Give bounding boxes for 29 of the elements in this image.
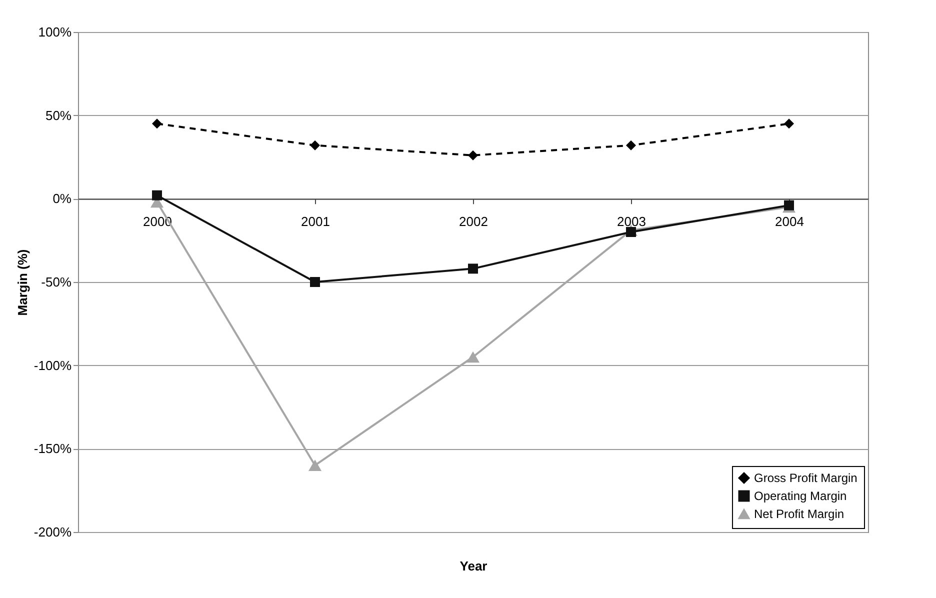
x-tick-label: 2004 — [775, 214, 804, 230]
y-tick-label: -100% — [34, 358, 72, 373]
point — [626, 140, 636, 150]
legend-label: Operating Margin — [754, 489, 847, 503]
point — [466, 351, 480, 363]
x-tick-label: 2003 — [617, 214, 646, 230]
point — [468, 150, 478, 160]
x-tick-label: 2001 — [301, 214, 330, 230]
y-tick-label: 100% — [38, 24, 72, 40]
point — [626, 227, 636, 237]
point — [308, 460, 322, 471]
y-tick-label: 50% — [45, 108, 72, 123]
point — [152, 190, 162, 200]
y-tick-label: -200% — [34, 524, 72, 540]
y-axis-title: Margin (%) — [14, 249, 30, 316]
x-tick-label: 2000 — [143, 214, 172, 230]
x-axis-title: Year — [460, 558, 488, 574]
y-tick-label: -50% — [41, 274, 72, 290]
point — [310, 277, 320, 287]
point — [152, 118, 162, 129]
legend-label: Gross Profit Margin — [754, 471, 858, 485]
legend-label: Net Profit Margin — [754, 507, 844, 521]
y-tick-label: -150% — [34, 441, 72, 456]
point — [468, 264, 478, 274]
point — [784, 118, 794, 129]
x-tick-label: 2002 — [459, 214, 488, 230]
point — [310, 140, 320, 150]
y-tick-label: 0% — [52, 191, 72, 206]
point — [784, 200, 794, 210]
